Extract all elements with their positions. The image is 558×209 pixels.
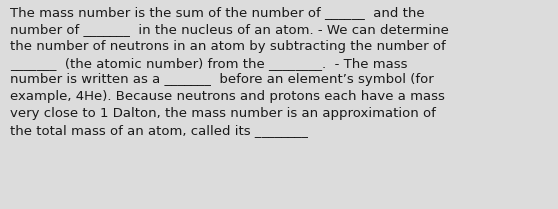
Text: The mass number is the sum of the number of ______  and the
number of _______  i: The mass number is the sum of the number…: [10, 6, 449, 137]
